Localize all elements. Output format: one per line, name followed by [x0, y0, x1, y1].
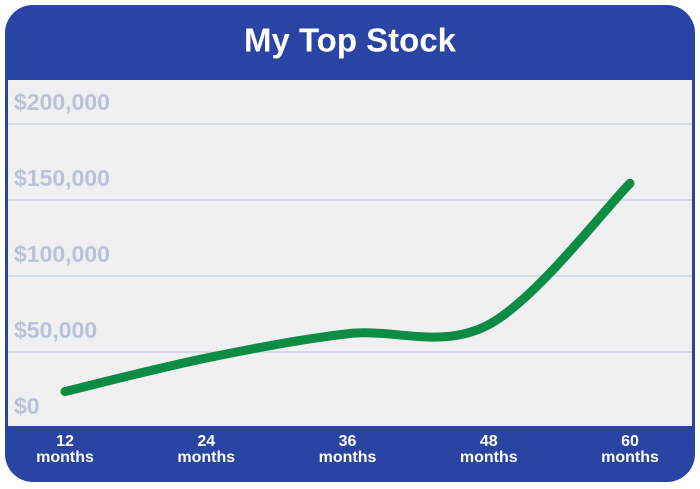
y-tick-label: $150,000 [14, 165, 110, 191]
plot-area [8, 80, 692, 428]
x-tick-label: 12 months [36, 433, 94, 466]
x-tick-label: 60 months [601, 433, 659, 466]
x-tick-label: 36 months [318, 433, 377, 466]
line [60, 178, 635, 397]
x-tick-label: 48 months [459, 433, 518, 466]
chart-title: My Top Stock [244, 22, 457, 59]
x-tick-label: 24 months [177, 433, 236, 466]
y-tick-label: $100,000 [14, 241, 110, 267]
y-tick-label: $200,000 [14, 89, 110, 115]
x-axis-bar [8, 426, 692, 456]
y-tick-label: $0 [14, 393, 40, 419]
y-tick-label: $50,000 [14, 317, 97, 343]
